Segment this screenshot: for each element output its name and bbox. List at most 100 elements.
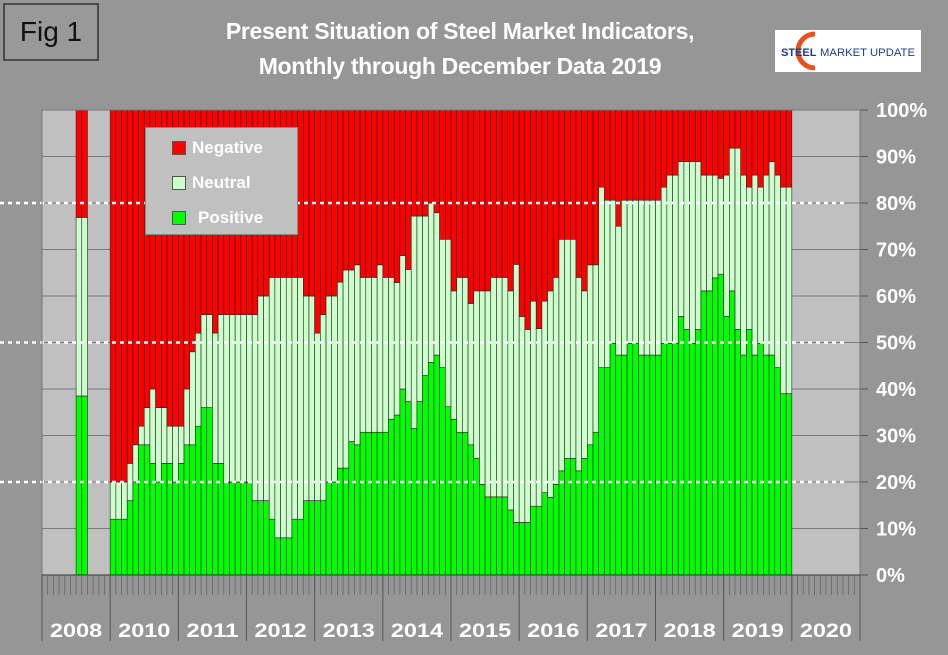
bar-negative	[734, 109, 742, 149]
bar-neutral	[178, 425, 185, 464]
legend-label: Neutral	[192, 173, 251, 192]
bar-neutral	[376, 264, 384, 433]
bar-negative	[655, 109, 662, 201]
bar-positive	[183, 444, 190, 576]
bar-neutral	[251, 314, 259, 501]
bar-negative	[712, 109, 719, 176]
bar-negative	[376, 109, 384, 266]
bar-negative	[774, 109, 781, 176]
bar-negative	[126, 109, 134, 464]
bar-neutral	[484, 290, 492, 498]
bar-negative	[422, 109, 429, 217]
y-tick-label: 50%	[876, 333, 916, 355]
bar-neutral	[541, 300, 548, 493]
bar-positive	[518, 522, 526, 576]
bar-positive	[365, 431, 372, 576]
bar-positive	[501, 496, 509, 576]
bar-negative	[439, 109, 446, 240]
bar-neutral	[746, 186, 753, 330]
bar-positive	[734, 329, 742, 576]
bar-positive	[621, 354, 628, 576]
bar-positive	[717, 273, 724, 576]
bar-neutral	[445, 238, 452, 407]
bar-positive	[615, 354, 622, 576]
bar-neutral	[143, 407, 151, 446]
bar-neutral	[240, 314, 247, 483]
bar-negative	[689, 109, 696, 162]
bar-positive	[689, 343, 696, 576]
bar-negative	[547, 109, 554, 292]
bar-positive	[763, 354, 770, 576]
bar-positive	[132, 481, 139, 576]
bar-negative	[405, 109, 412, 270]
bar-neutral	[268, 277, 276, 520]
bar-neutral	[450, 290, 457, 420]
bar-negative	[638, 109, 645, 201]
bar-positive	[677, 316, 685, 576]
bar-neutral	[189, 351, 196, 446]
bar-negative	[388, 109, 395, 278]
bar-neutral	[331, 295, 338, 483]
bar-neutral	[615, 225, 622, 356]
bar-neutral	[229, 314, 236, 483]
bar-negative	[575, 109, 582, 278]
bar-positive	[712, 277, 719, 576]
bar-neutral	[257, 295, 264, 501]
y-tick-label: 60%	[876, 286, 916, 308]
bar-positive	[320, 500, 327, 576]
bar-positive	[217, 463, 225, 576]
bar-neutral	[734, 147, 742, 330]
bar-neutral	[195, 332, 202, 427]
year-label: 2011	[186, 621, 239, 642]
bar-positive	[507, 509, 514, 576]
bar-neutral	[518, 316, 526, 523]
bar-negative	[354, 109, 361, 266]
bar-positive	[740, 354, 747, 576]
bar-neutral	[660, 186, 668, 344]
bar-neutral	[155, 407, 162, 483]
bar-neutral	[581, 290, 588, 459]
bar-negative	[479, 109, 486, 292]
bar-negative	[348, 109, 355, 271]
bar-negative	[433, 109, 440, 214]
bar-negative	[75, 109, 83, 218]
bar-negative	[729, 109, 736, 149]
bar-neutral	[757, 186, 764, 344]
bar-negative	[535, 109, 543, 329]
bar-positive	[325, 481, 333, 576]
bar-positive	[109, 518, 117, 576]
bar-positive	[251, 500, 259, 576]
bar-positive	[166, 463, 173, 576]
bar-positive	[439, 367, 446, 576]
bar-neutral	[530, 300, 537, 507]
bar-neutral	[291, 277, 298, 520]
bar-neutral	[456, 277, 463, 433]
bar-positive	[694, 329, 702, 576]
bar-negative	[427, 109, 435, 204]
bar-negative	[615, 109, 622, 227]
bar-negative	[564, 109, 571, 240]
legend-item-neutral: Neutral	[172, 173, 251, 193]
bar-neutral	[672, 174, 679, 344]
bar-neutral	[706, 174, 713, 292]
bar-positive	[206, 407, 213, 576]
bar-positive	[138, 444, 145, 576]
bar-neutral	[785, 186, 793, 394]
y-tick-label: 40%	[876, 379, 916, 401]
bar-positive	[126, 500, 134, 576]
bar-neutral	[598, 186, 605, 368]
bar-negative	[393, 109, 401, 283]
bar-neutral	[524, 329, 531, 523]
bar-neutral	[206, 314, 213, 408]
bar-negative	[410, 109, 418, 217]
bar-negative	[138, 109, 145, 427]
bar-neutral	[109, 481, 117, 520]
bar-neutral	[587, 264, 594, 446]
bar-neutral	[348, 269, 355, 442]
bar-negative	[450, 109, 457, 292]
bar-negative	[757, 109, 764, 188]
bar-positive	[564, 457, 571, 576]
bar-positive	[683, 329, 690, 576]
bar-neutral	[751, 174, 759, 356]
bar-neutral	[694, 161, 702, 330]
